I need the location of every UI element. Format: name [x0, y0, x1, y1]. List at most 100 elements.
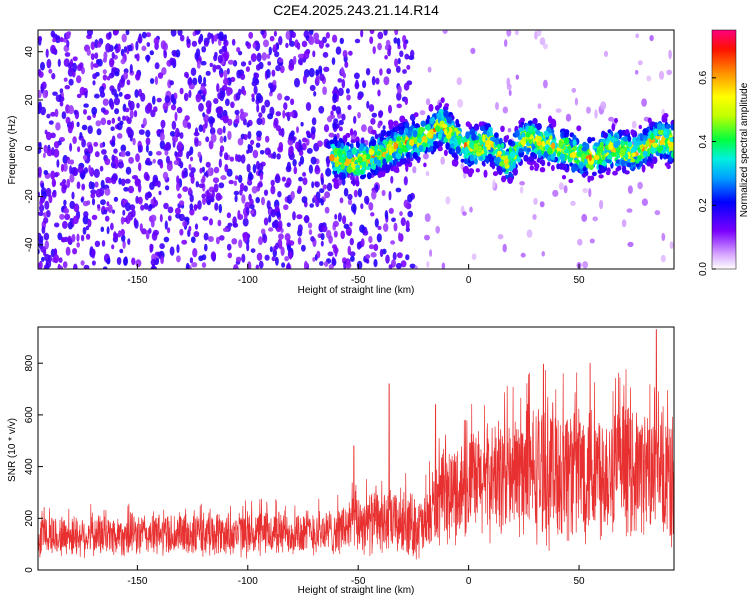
spectrogram-cell — [191, 262, 198, 268]
spectrogram-cell — [151, 231, 158, 241]
spectrogram-cell — [53, 254, 60, 264]
spectrogram-cell — [340, 230, 346, 240]
spectrogram-cell — [429, 144, 434, 152]
spectrogram-cell — [606, 159, 612, 164]
spectrogram-cell — [72, 215, 79, 225]
spectrogram-cell — [65, 116, 71, 124]
spectrogram-cell — [195, 181, 199, 188]
spectrogram-cell — [587, 136, 592, 144]
spectrogram-cell — [340, 142, 344, 149]
spectrogram-cell — [62, 154, 69, 165]
spectrogram-cell — [351, 203, 357, 213]
spectrogram-cell — [353, 115, 357, 124]
spectrogram-cell — [60, 96, 65, 102]
spectrogram-cell — [90, 192, 96, 199]
spectrogram-cell — [182, 220, 188, 227]
spectrogram-cell — [46, 58, 52, 69]
spectrogram-cell — [496, 143, 501, 149]
spectrogram-cell — [382, 158, 387, 165]
spectrogram-cell — [139, 223, 143, 232]
spectrogram-cell — [599, 141, 604, 149]
spectrogram-cell — [350, 139, 356, 144]
spectrogram-cell — [191, 40, 198, 47]
spectrogram-cell — [53, 48, 58, 56]
spectrogram-cell — [289, 145, 294, 154]
spectrogram-cell — [248, 31, 254, 39]
spectrogram-cell — [169, 80, 174, 86]
spectrogram-cell — [398, 129, 404, 135]
spectrogram-cell — [226, 243, 232, 251]
spectrogram-cell — [649, 137, 656, 144]
spectrogram-cell — [425, 118, 430, 124]
spectrogram-cell — [578, 161, 584, 170]
spectrogram-cell — [164, 149, 169, 156]
spectrogram-cell — [125, 30, 130, 36]
spectrogram-cell — [40, 61, 45, 71]
spectrogram-cell — [301, 244, 306, 252]
spectrogram-cell — [278, 233, 284, 240]
spectrogram-cell — [229, 156, 235, 162]
spectrogram-cell — [45, 210, 51, 218]
spectrogram-cell — [256, 103, 260, 113]
spectrogram-cell — [193, 204, 199, 210]
spectrogram-cell — [94, 181, 99, 188]
spectrogram-cell — [477, 145, 483, 153]
spectrogram-cell — [252, 149, 259, 159]
spectrogram-cell — [313, 32, 320, 41]
spectrogram-cell — [137, 144, 142, 153]
spectrogram-cell — [601, 154, 606, 161]
spectrogram-cell — [243, 134, 248, 141]
spectrogram-cell — [160, 40, 167, 50]
spectrogram-cell — [308, 229, 313, 236]
spectrogram-cell — [315, 198, 320, 208]
spectrogram-cell — [515, 129, 520, 137]
spectrogram-cell — [474, 158, 478, 165]
spectrogram-cell — [536, 30, 542, 37]
spectrogram-cell — [256, 130, 262, 138]
spectrogram-cell — [386, 130, 391, 137]
spectrogram-cell — [302, 137, 308, 143]
spectrogram-cell — [593, 155, 600, 161]
spectrogram-cell — [140, 204, 145, 211]
spectrogram-cell — [551, 121, 557, 128]
spectrogram-cell — [482, 162, 486, 167]
spectrogram-cell — [210, 196, 215, 203]
spectrogram-cell — [469, 154, 474, 162]
spectrogram-cell — [303, 50, 310, 60]
spectrogram-cell — [602, 132, 609, 139]
spectrogram-cell — [152, 158, 156, 164]
spectrogram-cell — [41, 81, 47, 90]
spectrogram-cell — [202, 124, 206, 134]
spectrogram-cell — [76, 181, 81, 189]
spectrogram-cell — [174, 151, 178, 157]
spectrogram-cell — [261, 117, 266, 126]
spectrogram-cell — [260, 30, 265, 36]
spectrogram-cell — [189, 257, 194, 264]
spectrogram-cell — [498, 137, 503, 145]
spectrogram-cell — [121, 234, 126, 242]
spectrogram-cell — [117, 161, 124, 169]
spectrogram-cell — [642, 150, 648, 157]
spectrogram-cell — [99, 165, 104, 172]
spectrogram-cell — [244, 201, 251, 210]
spectrogram-cell — [669, 137, 674, 142]
spectrogram-cell — [589, 238, 595, 244]
spectrogram-cell — [65, 31, 71, 40]
spectrogram-cell — [165, 142, 170, 149]
spectrogram-cell — [312, 50, 316, 58]
spectrogram-cell — [372, 46, 376, 55]
spectrogram-cell — [353, 189, 358, 198]
colorbar-gradient — [711, 29, 737, 270]
spectrogram-cell — [247, 143, 251, 150]
spectrogram-cell — [389, 162, 393, 167]
spectrogram-cell — [288, 251, 293, 260]
spectrogram-cell — [529, 165, 534, 171]
spectrogram-cell — [159, 214, 163, 223]
spectrogram-cell — [444, 110, 448, 117]
spectrogram-cell — [218, 31, 224, 41]
spectrogram-cell — [395, 65, 401, 73]
spectrogram-cell — [232, 60, 238, 67]
spectrogram-cell — [105, 43, 112, 53]
spectrogram-cell — [286, 222, 291, 227]
snr-x-tick-label: 0 — [466, 576, 472, 587]
